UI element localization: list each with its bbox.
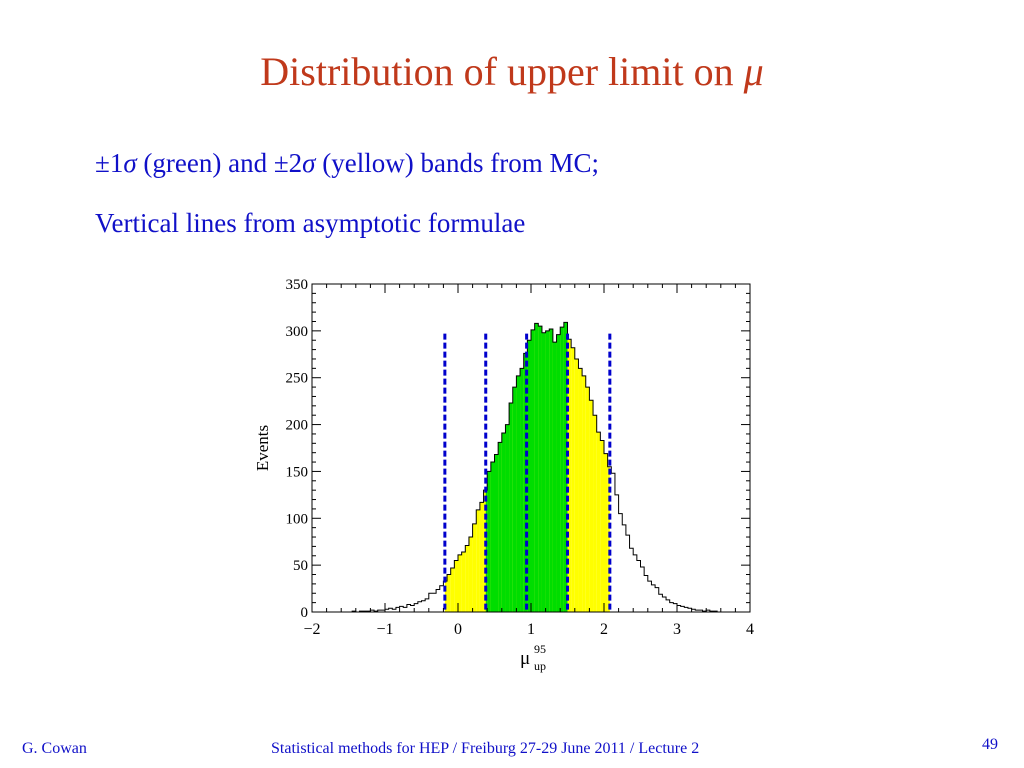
two-sigma-band-bar [450,567,455,612]
x-tick-label: 4 [746,621,754,638]
one-sigma-band-bar [501,433,506,612]
one-sigma-band-bar [505,424,510,612]
title-text: Distribution of upper limit on [260,49,734,94]
two-sigma-band-bar [596,432,601,612]
one-sigma-band-bar [538,326,542,612]
sigma-symbol-1: σ [123,148,137,178]
two-sigma-band-bar [585,387,590,612]
one-sigma-band-bar [494,454,499,612]
slide-title: Distribution of upper limit on μ [0,48,1024,96]
one-sigma-band-bar [531,329,535,612]
y-tick-label: 300 [286,324,309,340]
histogram-outline [351,321,718,613]
one-sigma-band-bar [560,327,564,612]
two-sigma-band-bar [582,375,586,612]
y-tick-label: 150 [286,464,309,480]
x-axis-label-sub: up [534,659,546,673]
one-sigma-band-bar [563,322,568,612]
one-sigma-band-bar [509,403,513,612]
one-sigma-band-bar [490,462,495,612]
yellow-band-text: (yellow) bands from MC; [322,148,599,178]
footer-author: G. Cowan [22,740,87,757]
two-sigma-band-bar [476,509,480,612]
one-sigma-band-bar [549,328,553,612]
asymptotic-lines [443,333,612,612]
two-sigma-band-bar [465,545,469,612]
y-axis-label: Events [253,425,272,471]
one-sigma-band-bar [534,323,539,612]
green-band-text: (green) and [143,148,268,178]
y-tick-label: 350 [286,277,309,293]
sigma-bands [444,322,610,612]
y-tick-label: 200 [286,418,309,434]
y-tick-labels: 0 50 100 150 200 250 300 350 [286,277,309,621]
two-sigma-band-bar [589,400,594,612]
two-sigma-band-bar [600,440,604,612]
x-tick-label: −2 [303,621,320,638]
x-tick-label: −1 [376,621,393,638]
x-axis-label: μ [520,648,530,669]
footer-course: Statistical methods for HEP / Freiburg 2… [271,740,700,757]
two-sigma-band-bar [607,466,610,612]
two-sigma-band-bar [604,453,608,612]
two-sigma-band-bar [571,347,575,612]
page-number: 49 [982,736,998,753]
plus-minus-2: ±2 [273,148,303,178]
one-sigma-band-bar [520,368,524,612]
bullet-line-2: Vertical lines from asymptotic formulae [95,208,526,238]
two-sigma-band-bar [454,560,458,612]
one-sigma-band-bar [527,340,531,612]
y-tick-label: 250 [286,371,309,387]
axis-ticks [311,283,751,613]
x-tick-label: 3 [673,621,681,638]
x-tick-label: 1 [527,621,535,638]
y-tick-label: 50 [293,558,308,574]
two-sigma-band-bar [479,502,484,612]
two-sigma-band-bar [468,537,473,612]
two-sigma-band-bar [567,339,572,612]
plus-minus-1: ±1 [95,148,124,178]
two-sigma-band-bar [461,552,466,612]
x-tick-label: 0 [454,621,462,638]
two-sigma-band-bar [472,523,477,612]
one-sigma-band-bar [556,334,561,612]
title-symbol: μ [743,49,764,94]
histogram-chart: −2 −1 0 1 2 3 4 0 50 100 150 200 250 300 350 Events μ… [253,277,754,673]
two-sigma-band-bar [458,554,462,612]
one-sigma-band-bar [487,471,491,612]
x-tick-label: 2 [600,621,608,638]
one-sigma-band-bar [541,332,546,612]
y-tick-label: 0 [301,605,309,621]
one-sigma-band-bar [516,375,521,612]
sigma-symbol-2: σ [302,148,316,178]
two-sigma-band-bar [593,415,597,612]
bullet-line-1: ±1σ (green) and ±2σ (yellow) bands from … [95,146,599,180]
two-sigma-band-bar [574,358,579,612]
one-sigma-band-bar [498,442,502,612]
x-tick-labels: −2 −1 0 1 2 3 4 [303,621,754,638]
two-sigma-band-bar [578,368,583,612]
one-sigma-band-bar [552,342,557,612]
x-axis-label-sup: 95 [534,642,546,656]
one-sigma-band-bar [545,330,550,612]
y-tick-label: 100 [286,511,309,527]
two-sigma-band-bar [447,574,451,612]
x-axis-label-main: μ [520,648,530,669]
one-sigma-band-bar [512,387,517,612]
